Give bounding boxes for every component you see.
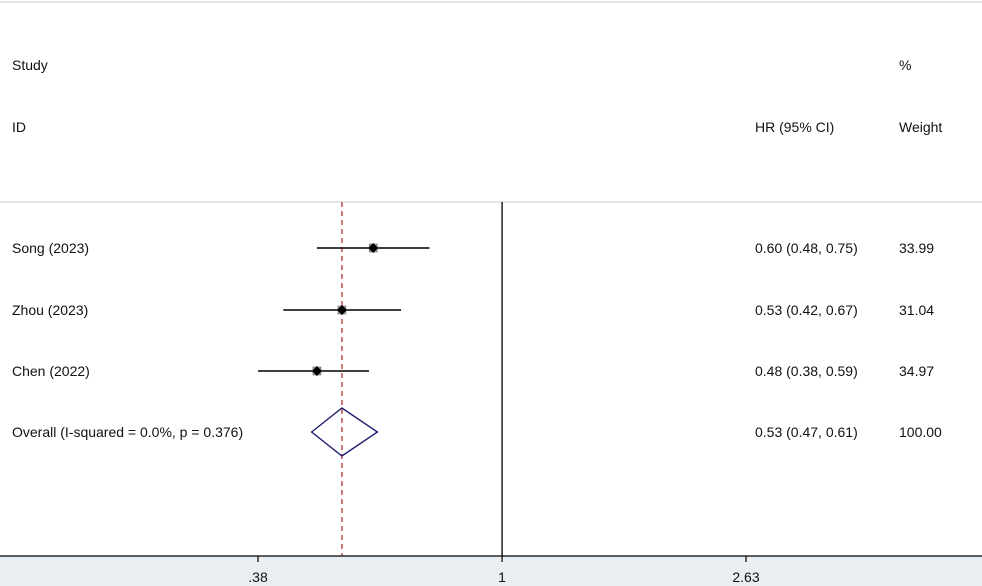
overall-diamond (310, 407, 379, 457)
point-estimate (368, 243, 379, 253)
overall-label: Overall (I-squared = 0.0%, p = 0.376) (12, 424, 243, 440)
weight-value: 34.97 (899, 363, 934, 379)
weight-value: 33.99 (899, 240, 934, 256)
x-tick-label-2: 2.63 (732, 569, 759, 585)
point-estimate (311, 366, 322, 376)
bottom-band (0, 556, 982, 586)
study-label: Chen (2022) (12, 363, 90, 379)
percent-header: % (899, 57, 912, 73)
weight-header: Weight (899, 119, 943, 135)
id-header: ID (12, 119, 26, 135)
hr-ci-value: 0.48 (0.38, 0.59) (755, 363, 858, 379)
hr-ci-value: 0.53 (0.42, 0.67) (755, 302, 858, 318)
point-estimate (336, 305, 347, 315)
overall-hr-ci-value: 0.53 (0.47, 0.61) (755, 424, 858, 440)
weight-value: 31.04 (899, 302, 934, 318)
x-tick-label-0: .38 (248, 569, 268, 585)
hr-ci-value: 0.60 (0.48, 0.75) (755, 240, 858, 256)
study-label: Zhou (2023) (12, 302, 88, 318)
study-header: Study (12, 57, 48, 73)
hr-ci-header: HR (95% CI) (755, 119, 835, 135)
x-tick-label-1: 1 (498, 569, 506, 585)
study-label: Song (2023) (12, 240, 89, 256)
overall-weight-value: 100.00 (899, 424, 942, 440)
